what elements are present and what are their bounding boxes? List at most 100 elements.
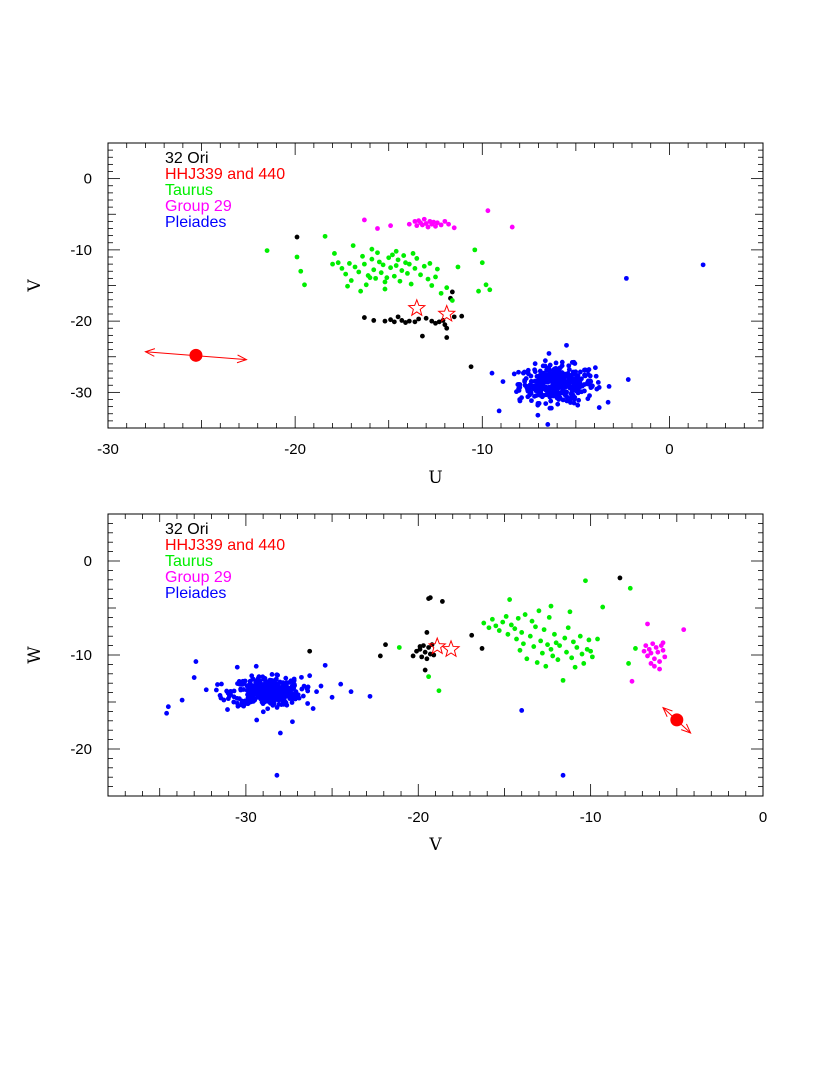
data-point: [516, 369, 521, 375]
data-point: [527, 392, 533, 398]
data-point: [289, 700, 295, 705]
data-point: [426, 645, 432, 650]
legend-entry: Pleiades: [165, 585, 226, 602]
data-point: [547, 386, 553, 392]
data-point: [291, 685, 297, 691]
x-axis-label: V: [428, 835, 442, 855]
data-point: [533, 624, 538, 630]
cluster-pleiades: [213, 672, 324, 723]
data-point: [234, 696, 240, 701]
data-point: [416, 316, 422, 322]
data-point: [514, 636, 519, 642]
data-point: [589, 654, 595, 660]
data-point: [423, 315, 429, 321]
data-point: [382, 318, 388, 324]
data-point: [225, 707, 230, 712]
data-point: [429, 283, 435, 288]
data-point: [582, 372, 587, 378]
data-point: [577, 633, 583, 639]
data-point: [569, 655, 575, 661]
data-point: [345, 283, 350, 289]
data-point: [318, 683, 324, 689]
data-point: [489, 370, 495, 376]
data-point: [361, 261, 367, 267]
data-point: [633, 646, 638, 651]
y-tick-label: -20: [70, 741, 92, 758]
data-point: [507, 597, 513, 602]
data-point: [276, 693, 282, 699]
error-vector: [662, 706, 692, 734]
data-point: [234, 664, 240, 670]
data-point: [388, 317, 393, 323]
data-point: [375, 226, 380, 231]
data-point: [203, 687, 209, 693]
legend-entry: HHJ339 and 440: [165, 166, 285, 183]
data-point: [576, 397, 582, 403]
data-point: [348, 689, 354, 695]
data-point: [655, 649, 661, 655]
data-point: [420, 222, 425, 228]
data-point: [575, 379, 581, 385]
x-tick-label: 0: [665, 441, 673, 458]
data-point: [191, 675, 197, 680]
data-point: [356, 269, 362, 275]
data-point: [529, 398, 534, 404]
data-point: [569, 377, 574, 383]
data-point: [253, 689, 258, 695]
data-point: [388, 223, 393, 229]
data-point: [553, 640, 559, 646]
data-point: [427, 595, 433, 601]
data-point: [406, 221, 412, 227]
data-point: [256, 681, 262, 687]
data-point: [322, 233, 328, 239]
data-point: [479, 260, 485, 266]
data-point: [538, 638, 544, 644]
data-point: [566, 367, 572, 373]
data-point: [660, 640, 666, 646]
data-point: [373, 275, 379, 281]
data-point: [559, 363, 565, 369]
data-point: [386, 255, 392, 261]
data-point: [239, 681, 245, 687]
data-point: [291, 682, 297, 687]
star-marker: [441, 639, 461, 658]
data-point: [250, 676, 256, 682]
data-point: [367, 693, 373, 699]
data-point: [542, 374, 547, 380]
data-point: [542, 386, 548, 392]
data-point: [645, 653, 650, 659]
data-point: [545, 379, 551, 385]
data-point: [332, 251, 337, 256]
data-point: [555, 657, 561, 663]
data-point: [436, 688, 442, 694]
data-point: [274, 772, 280, 778]
y-axis-label: V: [25, 279, 45, 293]
data-point: [294, 694, 300, 699]
data-point: [399, 268, 405, 273]
data-point: [451, 314, 457, 320]
data-point: [546, 373, 552, 379]
data-point: [429, 318, 435, 324]
data-point: [434, 266, 440, 272]
data-point: [433, 320, 438, 326]
data-point: [358, 288, 364, 294]
data-point: [572, 387, 578, 392]
data-point: [485, 208, 491, 214]
data-point: [657, 659, 662, 664]
data-point: [280, 687, 285, 693]
data-point: [650, 641, 656, 647]
data-point: [363, 282, 369, 288]
data-point: [391, 319, 397, 325]
data-point: [657, 666, 662, 672]
data-point: [393, 263, 399, 268]
data-point: [552, 631, 557, 637]
data-point: [543, 401, 549, 406]
data-point: [479, 646, 485, 651]
data-point: [700, 262, 706, 268]
data-point: [538, 382, 543, 388]
series-32-ori: [307, 575, 623, 673]
data-point: [248, 684, 253, 689]
data-point: [298, 268, 304, 274]
data-point: [522, 612, 528, 617]
data-point: [617, 575, 623, 581]
